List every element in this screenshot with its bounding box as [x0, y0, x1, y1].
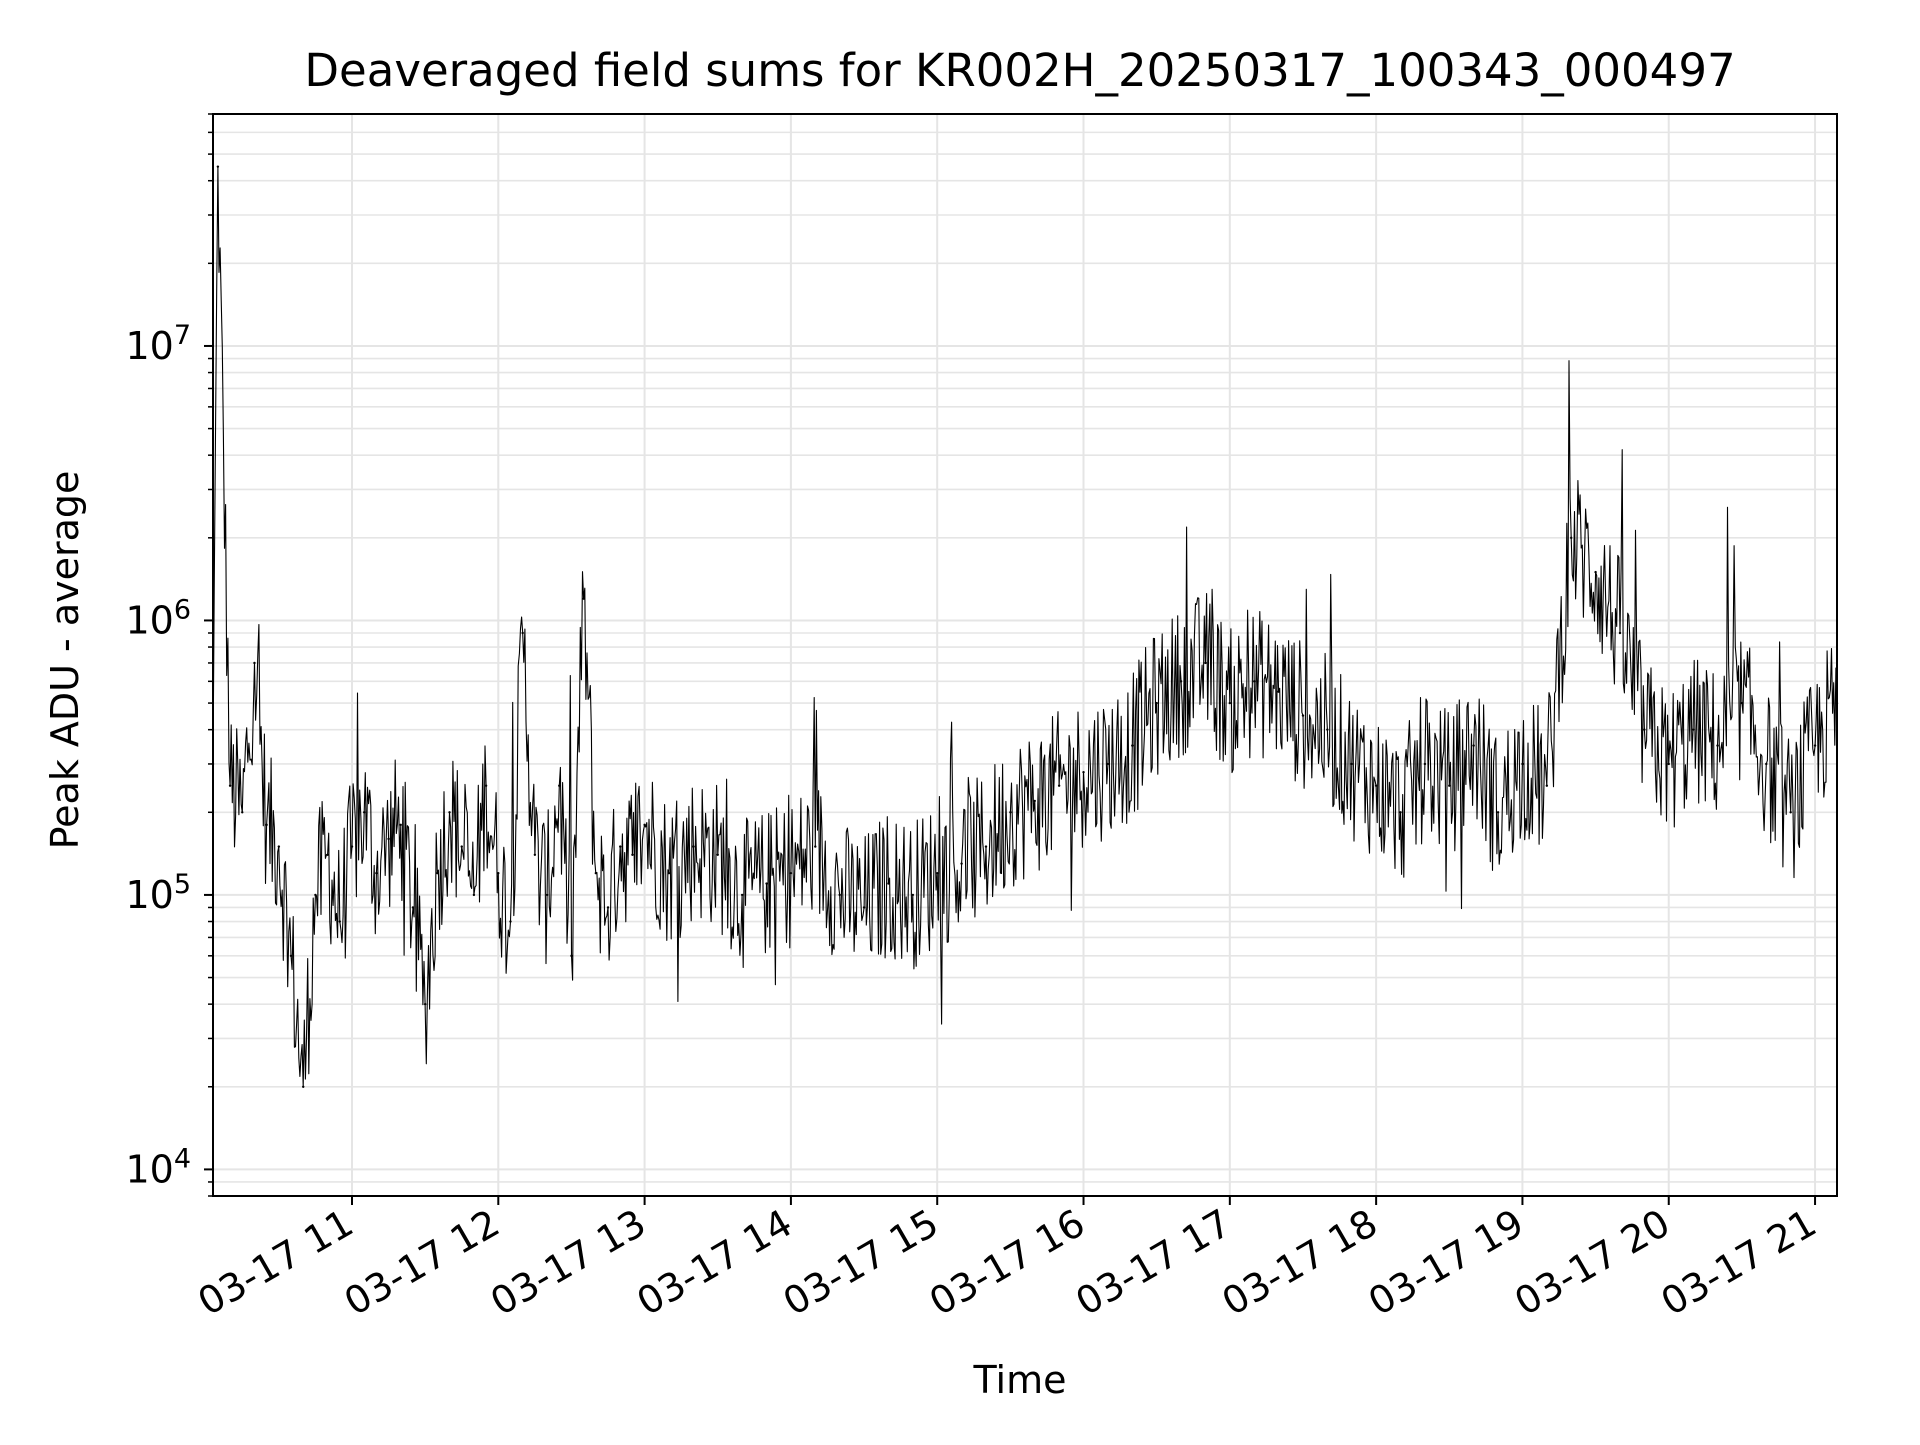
series-point — [460, 845, 463, 848]
series-point — [1789, 811, 1792, 814]
series-point — [582, 597, 585, 600]
series-point — [1643, 728, 1646, 731]
series-point — [1009, 811, 1012, 814]
plot-frame — [212, 113, 1838, 1197]
series-point — [289, 954, 293, 958]
series-point — [1204, 661, 1207, 665]
series-point — [265, 823, 268, 827]
series-layer — [211, 165, 1839, 1088]
series-point — [1399, 811, 1402, 814]
series-point — [350, 845, 354, 848]
series-point — [436, 871, 439, 875]
series-point — [692, 845, 695, 848]
series-point — [423, 1002, 427, 1006]
series-point — [1179, 680, 1183, 683]
y-axis-title: Peak ADU - average — [43, 471, 87, 850]
series-point — [545, 893, 549, 897]
series-point — [570, 954, 573, 958]
series-point — [716, 853, 719, 857]
series-point — [960, 862, 963, 865]
series-point — [1765, 762, 1768, 766]
series-point — [338, 920, 341, 923]
series-point — [594, 871, 598, 875]
series-point — [1813, 744, 1817, 747]
series-point — [814, 845, 817, 848]
series-point — [216, 165, 220, 168]
series-point — [740, 893, 744, 897]
series-point — [887, 882, 890, 885]
series-point — [521, 631, 524, 635]
series-point — [228, 784, 232, 787]
series-point — [911, 893, 915, 897]
series-point — [362, 811, 366, 814]
series-point — [497, 871, 500, 875]
series-point — [1423, 762, 1427, 766]
series-point — [1570, 536, 1573, 540]
series-point — [1350, 762, 1353, 766]
chart-title: Deaveraged field sums for KR002H_2025031… — [304, 44, 1735, 97]
series-point — [1106, 762, 1110, 766]
y-tick-label: 104 — [125, 1143, 191, 1191]
series-point — [1374, 784, 1378, 787]
series-point — [1301, 714, 1305, 717]
series-point — [1131, 744, 1134, 747]
series-point — [1594, 570, 1597, 574]
series-point — [765, 882, 768, 885]
series-point — [241, 811, 244, 814]
series-point — [936, 871, 939, 875]
series-point — [277, 845, 281, 848]
series-point — [509, 920, 512, 923]
series-point — [533, 853, 537, 857]
y-tick-label: 105 — [125, 869, 191, 917]
series-point — [643, 823, 646, 827]
series-point — [314, 893, 317, 897]
series-point — [302, 1085, 305, 1088]
series-point — [1057, 784, 1061, 787]
series-point — [411, 906, 415, 909]
series-point — [1618, 631, 1622, 635]
y-tick-label: 107 — [125, 320, 191, 368]
series-point — [326, 853, 329, 857]
series-point — [862, 906, 866, 909]
series-point — [606, 906, 610, 909]
series-point — [1545, 784, 1549, 787]
series-point — [387, 837, 390, 841]
series-point — [1448, 784, 1451, 787]
series-point — [1496, 811, 1500, 814]
tick-marks — [204, 113, 1817, 1205]
series-point — [1082, 770, 1085, 774]
series-point — [789, 871, 793, 875]
series-point — [472, 893, 476, 897]
series-point — [1253, 680, 1256, 683]
x-axis-title: Time — [973, 1358, 1067, 1402]
series-point — [375, 871, 378, 875]
series-point — [984, 845, 988, 848]
series-point — [253, 661, 256, 665]
series-point — [1472, 744, 1475, 747]
series-point — [1277, 690, 1280, 693]
series-point — [1716, 744, 1719, 747]
series-point — [667, 871, 671, 875]
series-point — [1228, 701, 1232, 705]
series-point — [631, 853, 634, 857]
series-point — [558, 784, 561, 787]
series-point — [448, 811, 451, 814]
series-line — [212, 166, 1838, 1088]
series-point — [1667, 762, 1670, 766]
series-point — [1740, 701, 1744, 705]
series-point — [838, 893, 841, 897]
series-point — [484, 784, 488, 787]
y-tick-label: 106 — [125, 594, 191, 642]
series-point — [1326, 728, 1329, 731]
series-point — [1033, 799, 1036, 803]
series-point — [1155, 701, 1158, 705]
series-point — [399, 823, 402, 827]
series-point — [1521, 762, 1524, 766]
series-point — [1691, 728, 1695, 731]
series-point — [619, 845, 622, 848]
